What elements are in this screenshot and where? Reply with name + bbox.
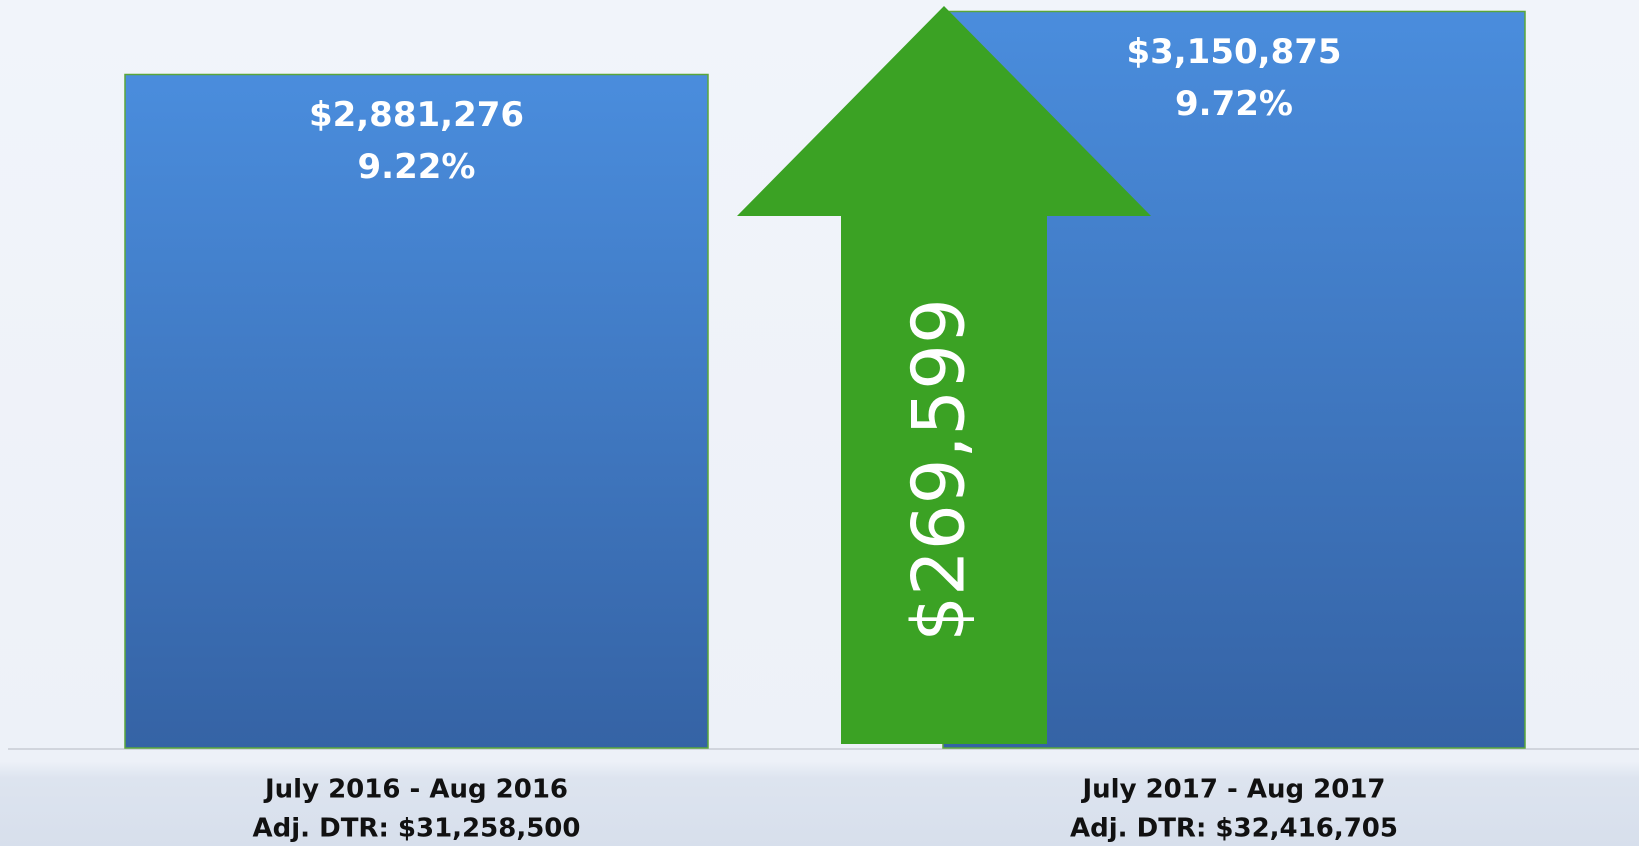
- value-label: $3,150,875: [1126, 32, 1341, 72]
- increase-arrow: [737, 6, 1151, 744]
- x-tick-label: July 2017 - Aug 2017: [1080, 775, 1385, 805]
- difference-label: $269,599: [897, 298, 981, 642]
- percent-label: 9.22%: [358, 147, 476, 187]
- value-label: $2,881,276: [309, 95, 524, 135]
- percent-label: 9.72%: [1175, 84, 1293, 124]
- x-tick-label: July 2016 - Aug 2016: [263, 775, 568, 805]
- x-tick-label: Adj. DTR: $32,416,705: [1070, 814, 1398, 844]
- x-tick-label: Adj. DTR: $31,258,500: [253, 814, 581, 844]
- bar: [124, 73, 709, 749]
